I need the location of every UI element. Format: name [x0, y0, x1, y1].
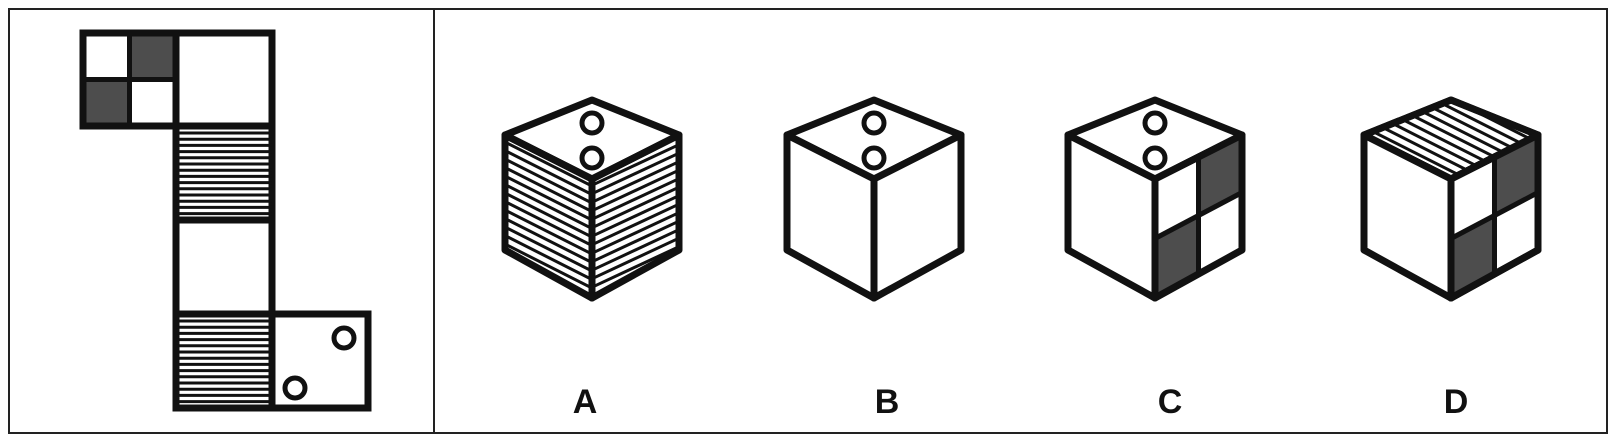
- option-d-cube[interactable]: [1354, 50, 1554, 349]
- stripe-line: [592, 138, 679, 190]
- stripe-line: [592, 231, 679, 284]
- option-c-cube[interactable]: [1064, 96, 1246, 302]
- stripe-line: [505, 161, 592, 220]
- stripe-line: [592, 146, 679, 199]
- net-face-blank-2: [172, 216, 276, 318]
- stripe-line: [505, 237, 592, 296]
- net-face-two-circles: [268, 310, 372, 412]
- net-face-striped-1: [172, 122, 276, 224]
- net-face-striped-2: [172, 310, 276, 412]
- outer-frame: [8, 8, 1608, 434]
- stripe-line: [505, 297, 592, 298]
- option-d-label: D: [1444, 383, 1469, 421]
- option-b-label: B: [875, 383, 900, 421]
- stripe-line: [592, 214, 679, 267]
- stripe-line: [505, 178, 592, 237]
- stripe-line: [505, 144, 592, 203]
- stripe-line: [505, 229, 592, 288]
- stripe-line: [505, 186, 592, 245]
- stripe-line: [1364, 120, 1538, 179]
- stripe-line: [505, 169, 592, 228]
- cube-net: [79, 29, 372, 412]
- stripe-line: [592, 223, 679, 275]
- stripe-line: [592, 197, 679, 250]
- net-face-blank-1: [172, 29, 276, 130]
- stripe-line: [505, 152, 592, 211]
- stripe-line: [592, 189, 679, 241]
- stripe-line: [505, 135, 592, 194]
- stripe-line: [505, 220, 592, 279]
- option-a-cube[interactable]: [495, 80, 690, 363]
- stripe-line: [592, 163, 679, 216]
- stripe-line: [505, 203, 592, 262]
- stripe-line: [495, 307, 605, 363]
- net-face-checkered: [79, 29, 180, 130]
- stripe-line: [505, 195, 592, 254]
- option-c-label: C: [1158, 383, 1183, 421]
- stripe-line: [592, 180, 679, 233]
- stripe-line: [592, 172, 679, 224]
- stripe-line: [592, 206, 679, 258]
- stripe-line: [505, 212, 592, 271]
- stripe-line: [592, 155, 679, 207]
- stripe-line: [1364, 111, 1538, 179]
- option-b-cube[interactable]: [783, 96, 965, 302]
- option-a-label: A: [573, 383, 598, 421]
